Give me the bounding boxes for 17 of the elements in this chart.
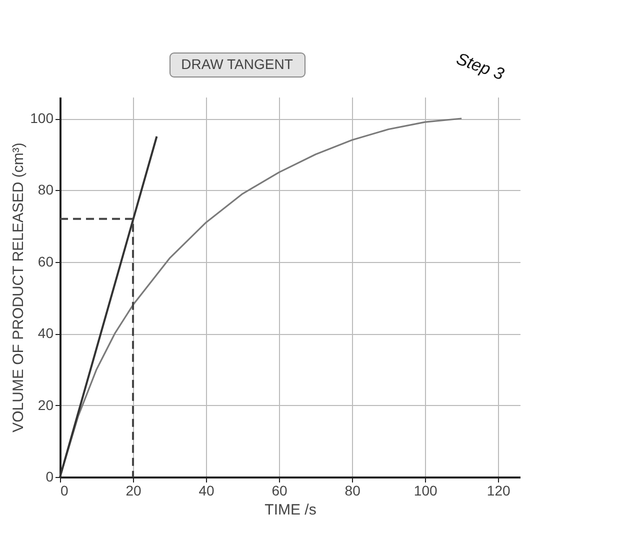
- y-tick-label: 0: [46, 468, 54, 484]
- y-tick-label: 100: [30, 110, 54, 126]
- x-tick-label: 60: [272, 482, 288, 498]
- x-tick-label: 100: [414, 482, 438, 498]
- y-tick-label: 80: [38, 182, 54, 198]
- text: Step 3: [454, 49, 508, 84]
- y-tick-label: 60: [38, 253, 54, 270]
- y-axis-title: VOLUME OF PRODUCT RELEASED (cm³): [10, 142, 28, 432]
- x-tick-label: 0: [60, 482, 68, 498]
- y-tick-label: 20: [38, 396, 54, 413]
- x-tick-label: 40: [198, 482, 215, 498]
- x-tick-label: 120: [486, 482, 510, 498]
- x-tick-label: 20: [126, 482, 142, 498]
- text: DRAW TANGENT: [181, 56, 294, 72]
- x-tick-label: 80: [344, 482, 361, 498]
- x-axis-title: TIME /s: [264, 502, 316, 518]
- y-tick-label: 40: [38, 325, 54, 342]
